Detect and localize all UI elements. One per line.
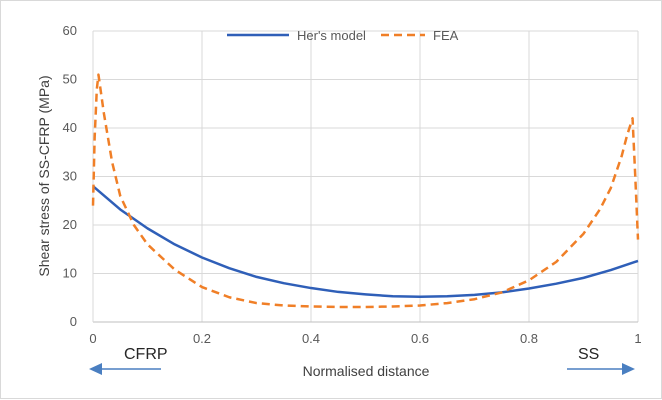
legend-label: FEA (433, 28, 459, 43)
series-line-fea (91, 73, 640, 309)
series-line-hers-model (92, 185, 639, 299)
x-tick-label: 0 (89, 331, 96, 346)
axes: 0 10 20 30 40 50 60 0 0.2 0.4 0.6 0.8 1 (63, 23, 642, 346)
x-axis-title: Normalised distance (303, 363, 430, 379)
ss-arrowhead (622, 363, 635, 375)
x-tick-label: 0.8 (520, 331, 538, 346)
direction-annotations: CFRP SS (89, 346, 635, 375)
cfrp-arrowhead (89, 363, 102, 375)
y-tick-label: 30 (63, 169, 77, 184)
x-tick-label: 1 (634, 331, 641, 346)
y-tick-label: 10 (63, 266, 77, 281)
legend-label: Her's model (297, 28, 366, 43)
y-tick-label: 20 (63, 217, 77, 232)
y-axis-title: Shear stress of SS-CFRP (MPa) (36, 75, 52, 276)
cfrp-label: CFRP (124, 346, 168, 363)
ss-label: SS (578, 346, 599, 363)
y-tick-label: 0 (70, 314, 77, 329)
y-tick-label: 40 (63, 120, 77, 135)
y-tick-label: 60 (63, 23, 77, 38)
x-tick-label: 0.2 (193, 331, 211, 346)
x-tick-label: 0.6 (411, 331, 429, 346)
x-tick-label: 0.4 (302, 331, 320, 346)
legend: Her's model FEA (227, 28, 459, 43)
y-tick-label: 50 (63, 72, 77, 87)
series-group (91, 73, 640, 309)
grid-lines (93, 30, 639, 322)
